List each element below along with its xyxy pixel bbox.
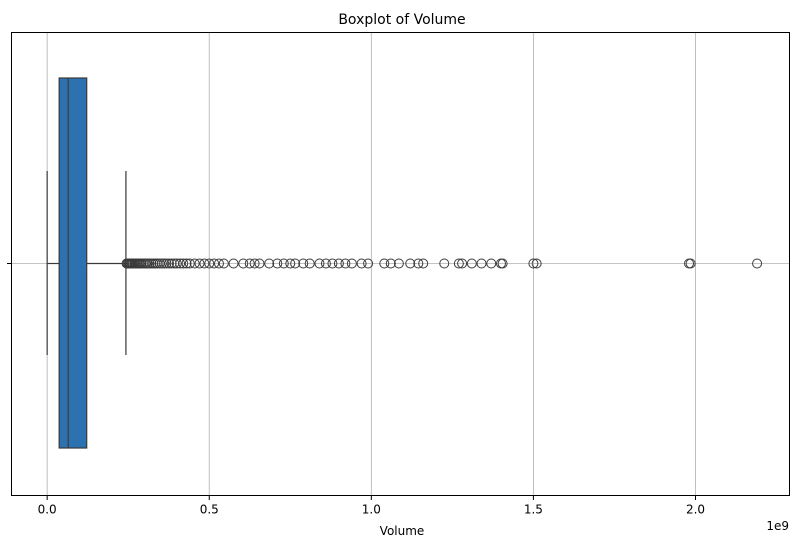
x-axis-label: Volume [380,524,425,538]
outlier-point [290,258,301,269]
outlier-point [156,258,167,269]
outlier-point [497,258,508,269]
outlier-point [249,258,260,269]
outlier-point [164,258,175,269]
outlier-point [254,258,265,269]
outlier-point [356,258,367,269]
outlier-point [161,258,172,269]
outlier-point [209,258,220,269]
outlier-point [244,258,255,269]
outlier-point [333,258,344,269]
outlier-point [175,258,186,269]
outlier-point [304,258,315,269]
x-axis-offset-label: 1e9 [766,519,789,533]
outlier-point [159,258,170,269]
outlier-point [457,258,468,269]
outlier-point [181,258,192,269]
outlier-point [278,258,289,269]
outlier-point [346,258,357,269]
outlier-point [189,258,200,269]
outlier-point [685,258,696,269]
outlier-point [531,258,542,269]
x-tick-label: 1.0 [362,503,381,517]
outlier-point [166,258,177,269]
outlier-point [418,258,429,269]
outlier-point [298,258,309,269]
outlier-point [184,258,195,269]
outlier-point [314,258,325,269]
outlier-point [327,258,338,269]
outlier-point [439,258,450,269]
outlier-point [199,258,210,269]
outlier-point [486,258,497,269]
x-tick-label: 0.5 [200,503,219,517]
outlier-point [171,258,182,269]
x-tick-label: 0.0 [38,503,57,517]
outlier-point [178,258,189,269]
chart-title: Boxplot of Volume [338,12,465,28]
outlier-point [466,258,477,269]
x-tick-label: 1.5 [524,503,543,517]
x-axis-ticks: 0.0 0.5 1.0 1.5 2.0 [38,495,705,517]
outlier-point [228,258,239,269]
outlier-point [453,258,464,269]
outlier-point [285,258,296,269]
outlier-point [218,258,229,269]
outlier-point [272,258,283,269]
outlier-point [340,258,351,269]
outlier-point [413,258,424,269]
outlier-point [264,258,275,269]
outlier-point [238,258,249,269]
outlier-point [204,258,215,269]
outlier-point [385,258,396,269]
outlier-point [320,258,331,269]
plot-area [46,77,763,449]
outlier-point [405,258,416,269]
outlier-point [393,258,404,269]
outlier-point [363,258,374,269]
outlier-point [476,258,487,269]
x-tick-label: 2.0 [686,503,705,517]
outlier-point [194,258,205,269]
outlier-point [213,258,224,269]
outlier-point [752,258,763,269]
outlier-point [379,258,390,269]
iqr-box [58,77,88,449]
outlier-point [528,258,539,269]
